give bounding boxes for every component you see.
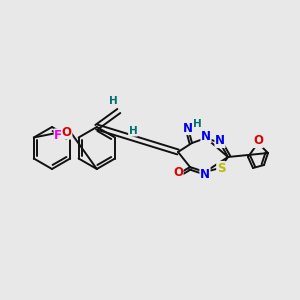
Text: S: S (217, 161, 225, 175)
Text: O: O (62, 126, 72, 139)
Text: N: N (183, 122, 193, 134)
Text: O: O (173, 167, 183, 179)
Text: N: N (200, 167, 210, 181)
Text: H: H (193, 119, 201, 129)
Text: H: H (129, 126, 137, 136)
Text: F: F (54, 129, 62, 142)
Text: H: H (110, 96, 118, 106)
Text: O: O (253, 134, 263, 148)
Text: N: N (201, 130, 211, 142)
Text: N: N (215, 134, 225, 148)
